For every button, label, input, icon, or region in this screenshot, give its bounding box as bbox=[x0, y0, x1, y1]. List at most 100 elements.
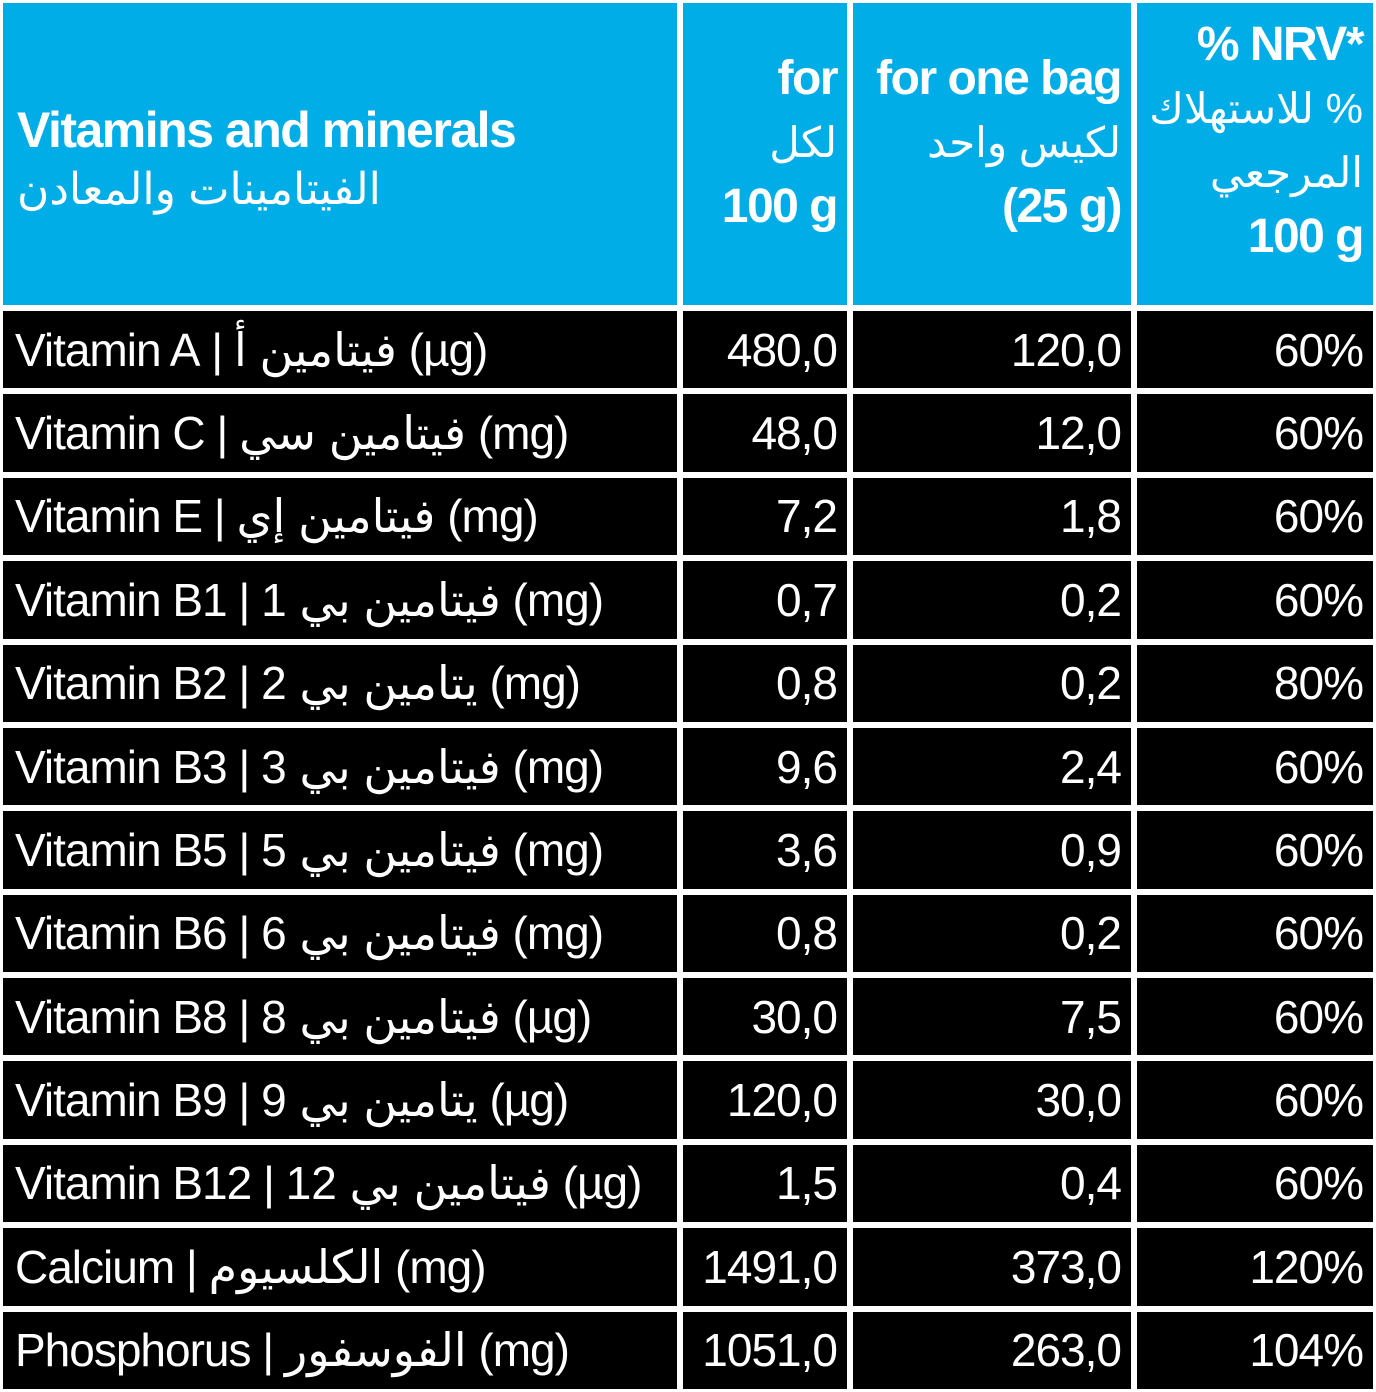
nutrient-name-cell: Calcium | الكلسيوم (mg) bbox=[0, 1225, 680, 1309]
separator-bar: | bbox=[226, 573, 262, 626]
value-nrv: 60% bbox=[1134, 391, 1376, 475]
nutrient-unit: (µg) bbox=[408, 323, 489, 376]
header-100g-line: for bbox=[777, 52, 839, 105]
header-bag-line: (25 g) bbox=[1001, 180, 1123, 233]
separator-bar: | bbox=[226, 823, 262, 876]
value-per-bag: 12,0 bbox=[850, 391, 1134, 475]
nutrient-name-cell: Phosphorus | الفوسفور (mg) bbox=[0, 1308, 680, 1392]
nutrient-unit: (mg) bbox=[395, 1240, 487, 1293]
value-per-100g: 48,0 bbox=[680, 391, 850, 475]
separator-bar: | bbox=[226, 657, 262, 710]
value-per-bag: 2,4 bbox=[850, 724, 1134, 809]
header-nrv-line: 100 g bbox=[1247, 210, 1365, 263]
header-nutrient: Vitamins and minerals الفيتامينات والمعا… bbox=[0, 0, 680, 308]
nutrient-name: Vitamin B8 bbox=[15, 990, 228, 1043]
nutrient-name-cell: Vitamin B6 | فيتامين بي 6 (mg) bbox=[0, 891, 680, 975]
nutrient-name: Vitamin B3 bbox=[15, 740, 228, 793]
value-per-bag: 263,0 bbox=[850, 1308, 1134, 1392]
nutrient-name-cell: Vitamin B3 | فيتامين بي 3 (mg) bbox=[0, 724, 680, 809]
separator-bar: | bbox=[174, 1240, 209, 1293]
value-nrv: 60% bbox=[1134, 1141, 1376, 1226]
value-per-bag: 0,2 bbox=[850, 891, 1134, 975]
nutrient-name: Vitamin A bbox=[15, 323, 200, 376]
separator-bar: | bbox=[202, 490, 237, 543]
nutrient-name-ar: فيتامين بي 12 bbox=[285, 1157, 552, 1210]
value-nrv: 60% bbox=[1134, 308, 1376, 392]
value-nrv: 60% bbox=[1134, 891, 1376, 975]
value-per-100g: 1051,0 bbox=[680, 1308, 850, 1392]
value-per-100g: 120,0 bbox=[680, 1058, 850, 1142]
nutrient-name: Vitamin B5 bbox=[15, 823, 228, 876]
nutrient-name-ar: فيتامين بي 1 bbox=[261, 573, 502, 626]
value-per-100g: 9,6 bbox=[680, 724, 850, 809]
nutrient-name-ar: فيتامين بي 6 bbox=[261, 907, 502, 960]
nutrient-name-cell: Vitamin B9 | يتامين بي 9 (µg) bbox=[0, 1058, 680, 1142]
header-100g-line: لكل bbox=[769, 119, 838, 166]
header-nrv-line: % NRV* bbox=[1196, 18, 1365, 71]
value-per-100g: 0,7 bbox=[680, 558, 850, 642]
value-nrv: 104% bbox=[1134, 1308, 1376, 1392]
nutrient-name-ar: يتامين بي 9 bbox=[261, 1074, 479, 1127]
header-100g-line: 100 g bbox=[721, 180, 839, 233]
nutrient-name-ar: فيتامين بي 5 bbox=[261, 823, 502, 876]
header-per-bag: for one bag لكيس واحد (25 g) bbox=[850, 0, 1134, 308]
nutrient-name-cell: Vitamin A | فيتامين أ (µg) bbox=[0, 308, 680, 392]
nutrient-name: Vitamin B9 bbox=[15, 1074, 228, 1127]
nutrient-name-ar: الكلسيوم bbox=[208, 1240, 385, 1293]
value-per-100g: 1491,0 bbox=[680, 1225, 850, 1309]
separator-bar: | bbox=[251, 1157, 286, 1210]
nutrient-unit: (mg) bbox=[512, 907, 605, 960]
nutrient-unit: (mg) bbox=[477, 407, 570, 460]
value-nrv: 60% bbox=[1134, 975, 1376, 1059]
nutrient-name: Vitamin E bbox=[15, 490, 203, 543]
nutrient-name: Vitamin C bbox=[15, 407, 206, 460]
nutrient-name-ar: فيتامين أ bbox=[234, 323, 398, 376]
separator-bar: | bbox=[226, 990, 262, 1043]
nutrient-name-cell: Vitamin E | فيتامين إي (mg) bbox=[0, 474, 680, 559]
nutrient-name: Calcium bbox=[15, 1240, 175, 1293]
nutrient-unit: (µg) bbox=[562, 1157, 643, 1210]
value-per-bag: 373,0 bbox=[850, 1225, 1134, 1309]
value-per-100g: 0,8 bbox=[680, 891, 850, 975]
header-nrv-line: المرجعي bbox=[1209, 149, 1365, 196]
nutrient-name-ar: فيتامين بي 8 bbox=[261, 990, 502, 1043]
nutrient-name-ar: يتامين بي 2 bbox=[261, 657, 479, 710]
value-nrv: 60% bbox=[1134, 474, 1376, 559]
value-nrv: 60% bbox=[1134, 1058, 1376, 1142]
value-per-100g: 0,8 bbox=[680, 641, 850, 725]
nutrient-name-ar: الفوسفور bbox=[285, 1324, 468, 1377]
value-per-bag: 120,0 bbox=[850, 308, 1134, 392]
nutrient-unit: (mg) bbox=[447, 490, 539, 543]
nutrient-unit: (µg) bbox=[512, 990, 593, 1043]
nutrient-unit: (mg) bbox=[512, 573, 605, 626]
separator-bar: | bbox=[226, 907, 262, 960]
value-nrv: 80% bbox=[1134, 641, 1376, 725]
value-per-bag: 0,2 bbox=[850, 558, 1134, 642]
nutrient-name: Vitamin B1 bbox=[15, 573, 228, 626]
value-per-bag: 0,2 bbox=[850, 641, 1134, 725]
nutrient-name: Vitamin B12 bbox=[15, 1157, 252, 1210]
value-per-100g: 1,5 bbox=[680, 1141, 850, 1226]
nutrient-name: Vitamin B2 bbox=[15, 657, 228, 710]
nutrient-name: Vitamin B6 bbox=[15, 907, 228, 960]
value-per-bag: 0,9 bbox=[850, 808, 1134, 892]
separator-bar: | bbox=[250, 1324, 286, 1377]
value-per-bag: 7,5 bbox=[850, 975, 1134, 1059]
value-nrv: 60% bbox=[1134, 558, 1376, 642]
nutrient-unit: (mg) bbox=[489, 657, 581, 710]
value-per-100g: 7,2 bbox=[680, 474, 850, 559]
nutrient-unit: (mg) bbox=[512, 823, 605, 876]
header-nrv-line: % للاستهلاك bbox=[1149, 85, 1364, 132]
value-per-100g: 3,6 bbox=[680, 808, 850, 892]
header-title-en: Vitamins and minerals bbox=[17, 102, 517, 158]
header-title-ar: الفيتامينات والمعادن bbox=[17, 165, 381, 214]
nutrient-unit: (mg) bbox=[512, 740, 605, 793]
header-bag-line: for one bag bbox=[876, 52, 1122, 105]
nutrient-name-cell: Vitamin B12 | فيتامين بي 12 (µg) bbox=[0, 1141, 680, 1226]
nutrient-name-ar: فيتامين سي bbox=[239, 407, 467, 460]
header-nrv: % NRV* % للاستهلاك المرجعي 100 g bbox=[1134, 0, 1376, 308]
nutrient-name-cell: Vitamin B5 | فيتامين بي 5 (mg) bbox=[0, 808, 680, 892]
value-per-bag: 1,8 bbox=[850, 474, 1134, 559]
value-per-bag: 30,0 bbox=[850, 1058, 1134, 1142]
separator-bar: | bbox=[226, 740, 262, 793]
